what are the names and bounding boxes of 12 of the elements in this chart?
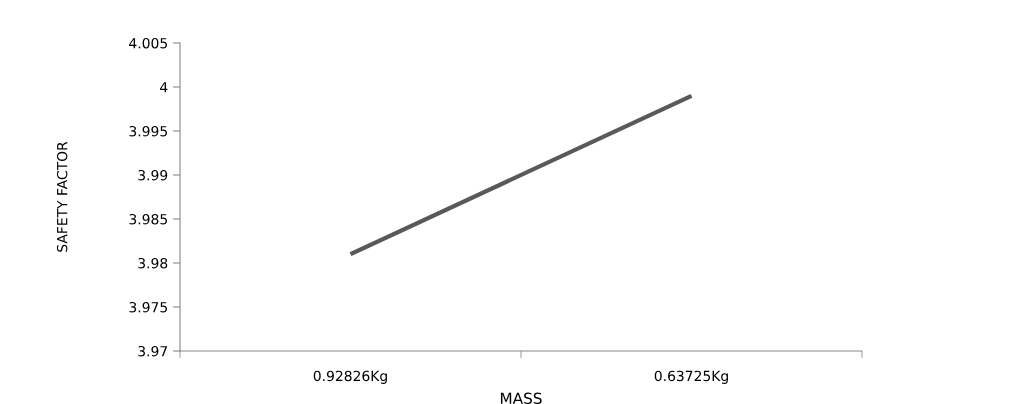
y-tick-label: 4.005 xyxy=(129,37,167,49)
y-tick-label: 4 xyxy=(160,82,168,93)
y-tick-label: 3.995 xyxy=(129,125,167,137)
x-tick-label: 0.63725Kg xyxy=(654,370,728,384)
y-tick-label: 3.985 xyxy=(129,213,167,225)
y-tick-label: 3.97 xyxy=(138,345,168,357)
x-tick-label: 0.92826Kg xyxy=(313,370,387,384)
y-axis-title: SAFETY FACTOR xyxy=(56,141,68,252)
y-tick-label: 3.99 xyxy=(138,169,168,181)
y-tick-label: 3.975 xyxy=(129,301,167,313)
y-tick-label: 3.98 xyxy=(138,257,168,269)
x-axis-title: MASS xyxy=(500,392,542,404)
